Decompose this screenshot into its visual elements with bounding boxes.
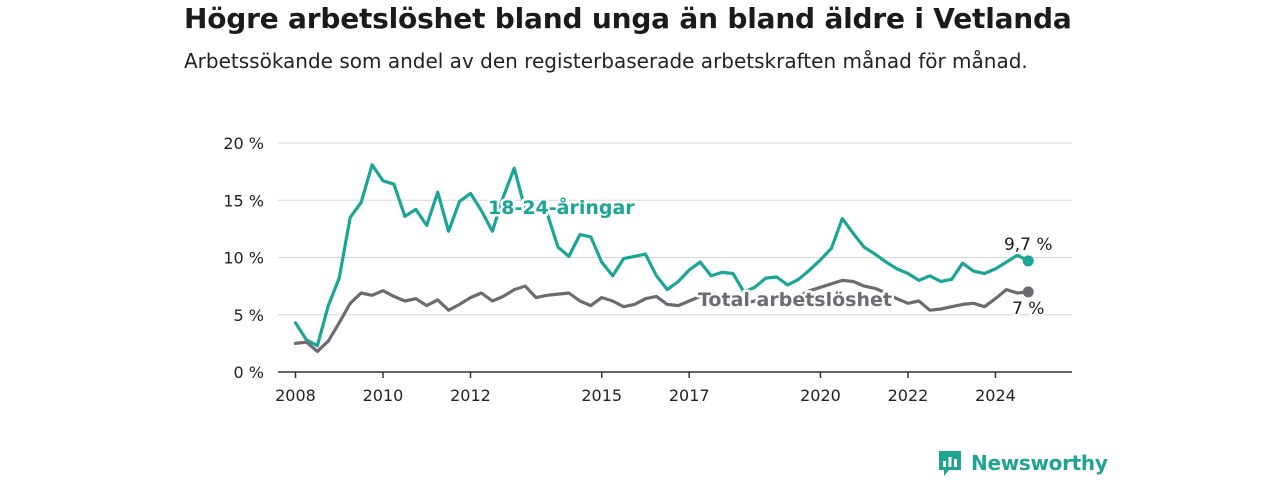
x-tick-label: 2008 — [275, 386, 316, 405]
series-end-label-1: 7 % — [1012, 299, 1044, 319]
axes: 0 % 5 % 10 % 15 % 20 % 2008 2010 2012 2015 2017 20… — [223, 134, 1072, 405]
series-line-0 — [293, 163, 1030, 348]
x-tick-label: 2015 — [581, 386, 622, 405]
series-labels: 18-24-åringar 9,7 % Total arbetslöshet 7 % — [486, 193, 1055, 321]
series-line-1 — [293, 278, 1030, 353]
x-tick-label: 2022 — [888, 386, 929, 405]
y-tick-label: 15 % — [223, 191, 264, 210]
newsworthy-logo-icon — [939, 451, 961, 476]
newsworthy-logo: Newsworthy — [937, 449, 1108, 477]
y-tick-label: 0 % — [234, 363, 264, 382]
series-name-label-0: 18-24-åringar — [488, 195, 635, 219]
x-tick-label: 2010 — [363, 386, 404, 405]
x-tick-label: 2024 — [975, 386, 1016, 405]
series-end-point-1 — [1022, 286, 1034, 298]
x-tick-label: 2012 — [450, 386, 491, 405]
y-tick-label: 10 % — [223, 249, 264, 268]
chart-subtitle: Arbetssökande som andel av den registerb… — [184, 49, 1028, 73]
series-lines — [293, 163, 1034, 353]
series-end-point-0 — [1022, 255, 1034, 267]
newsworthy-logo-text: Newsworthy — [971, 451, 1108, 475]
grid-lines — [278, 142, 1072, 316]
series-name-label-1: Total arbetslöshet — [698, 289, 892, 311]
y-tick-label: 5 % — [234, 306, 264, 325]
y-tick-label: 20 % — [223, 134, 264, 153]
series-end-label-0: 9,7 % — [1004, 235, 1053, 255]
chart-title: Högre arbetslöshet bland unga än bland ä… — [184, 2, 1072, 35]
x-tick-label: 2017 — [669, 386, 710, 405]
x-tick-label: 2020 — [800, 386, 841, 405]
